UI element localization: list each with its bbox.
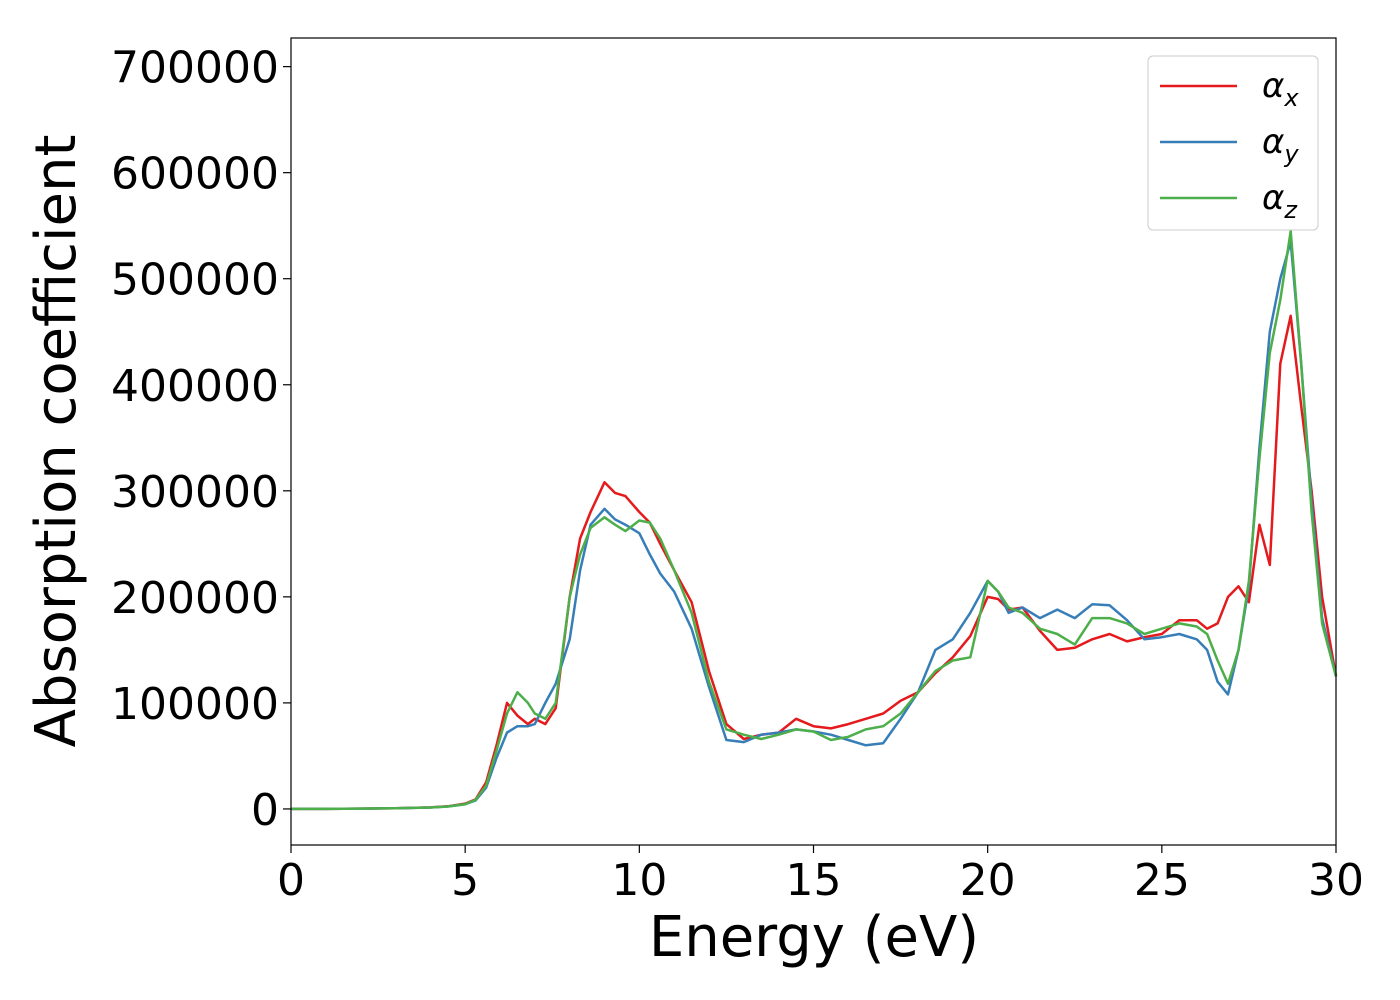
y-tick-label: 100000	[111, 679, 279, 730]
x-tick-label: 20	[960, 855, 1016, 906]
x-axis-ticks: 0 5 10 15 20 25 30	[277, 845, 1364, 906]
plot-frame	[290, 37, 1337, 846]
legend-entry-label: αx	[1262, 66, 1299, 112]
y-tick-label: 300000	[111, 467, 279, 518]
y-tick-label: 700000	[111, 43, 279, 94]
x-tick-label: 10	[611, 855, 667, 906]
legend-entry-label: αz	[1262, 178, 1298, 224]
x-tick-label: 0	[277, 855, 305, 906]
y-tick-label: 500000	[111, 255, 279, 306]
y-axis-ticks: 0 100000 200000 300000 400000 500000 600000 700…	[111, 43, 291, 836]
x-tick-label: 25	[1134, 855, 1190, 906]
x-tick-label: 30	[1308, 855, 1364, 906]
series-line-αz	[291, 229, 1338, 811]
series-line-αx	[291, 314, 1338, 811]
y-tick-label: 600000	[111, 149, 279, 200]
y-tick-label: 400000	[111, 361, 279, 412]
legend-entry-label: αy	[1262, 122, 1299, 168]
y-tick-label: 0	[251, 785, 279, 836]
y-tick-label: 200000	[111, 573, 279, 624]
series-line-αy	[291, 240, 1338, 811]
series-lines	[291, 229, 1338, 811]
x-axis-label: Energy (eV)	[649, 905, 979, 970]
x-tick-label: 5	[451, 855, 479, 906]
legend: αx αy αz	[1147, 55, 1319, 231]
x-tick-label: 15	[786, 855, 842, 906]
y-axis-label: Absorption coefficient	[24, 135, 89, 748]
